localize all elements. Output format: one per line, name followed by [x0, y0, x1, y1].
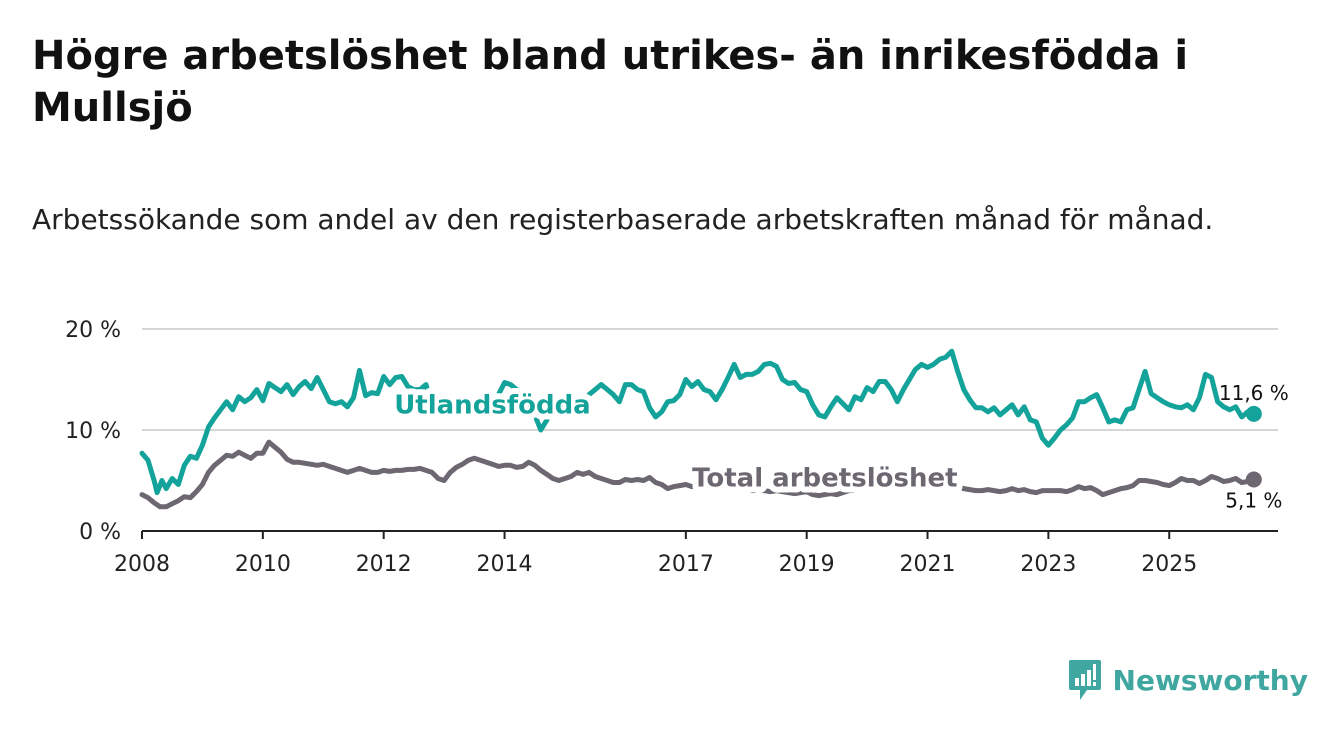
chart-title: Högre arbetslöshet bland utrikes- än inr… — [32, 33, 1189, 131]
x-tick-label: 2023 — [1020, 552, 1076, 577]
x-tick-label: 2010 — [235, 552, 291, 577]
series-line-0 — [139, 348, 1257, 496]
x-tick-label: 2017 — [658, 552, 714, 577]
line-chart: 0 % 10 % 20 % 2008 2010 2012 2014 2017 2019 2021 2… — [65, 318, 1289, 577]
brand-name: Newsworthy — [1112, 663, 1308, 697]
x-tick-label: 2021 — [900, 552, 956, 577]
series-line-1 — [139, 439, 1257, 510]
newsworthy-logo-icon — [1068, 660, 1101, 700]
series-layer — [139, 348, 1262, 510]
series-label: Total arbetslöshet — [692, 464, 957, 494]
series-end-label: 5,1 % — [1225, 488, 1282, 512]
series-end-dot-0 — [1245, 405, 1262, 422]
series-label-halo: Total arbetslöshet — [692, 464, 957, 494]
x-tick-label: 2008 — [114, 552, 170, 577]
axes: 0 % 10 % 20 % 2008 2010 2012 2014 2017 2019 2021 2… — [65, 318, 1278, 577]
x-tick-label: 2014 — [477, 552, 533, 577]
series-label: Utlandsfödda — [394, 391, 591, 421]
grid — [142, 328, 1278, 431]
x-tick-label: 2019 — [779, 552, 835, 577]
chart-subtitle: Arbetssökande som andel av den registerb… — [32, 203, 1214, 236]
x-tick-label: 2025 — [1141, 552, 1197, 577]
y-tick-label: 0 % — [79, 520, 121, 545]
x-tick-label: 2012 — [356, 552, 412, 577]
series-label-halo: Utlandsfödda — [394, 391, 591, 421]
brand: Newsworthy — [1067, 658, 1308, 702]
series-end-label: 11,6 % — [1219, 381, 1289, 405]
series-end-dot-1 — [1245, 471, 1262, 488]
y-tick-label: 20 % — [65, 318, 121, 343]
y-tick-label: 10 % — [65, 419, 121, 444]
